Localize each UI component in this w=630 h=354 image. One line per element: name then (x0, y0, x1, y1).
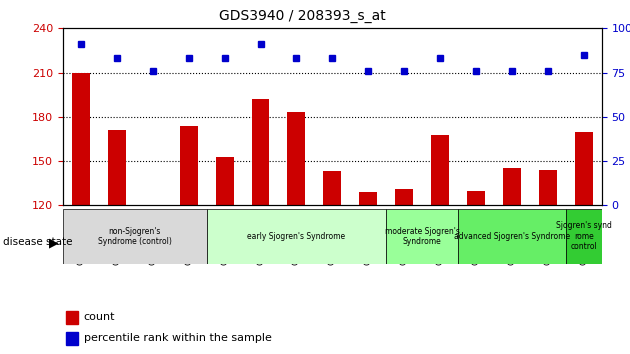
Bar (66, 311, 77, 324)
Bar (108, 130, 126, 205)
Bar (287, 113, 306, 205)
Bar (72, 73, 90, 205)
Text: ▶: ▶ (49, 236, 59, 249)
Bar (66, 332, 77, 345)
Bar (503, 169, 521, 205)
Bar (395, 189, 413, 205)
Bar (359, 192, 377, 205)
Text: Sjogren's synd
rome
control: Sjogren's synd rome control (556, 221, 612, 251)
Bar (180, 126, 198, 205)
Text: disease state: disease state (3, 238, 72, 247)
Bar (431, 135, 449, 205)
Bar (323, 171, 341, 205)
Text: non-Sjogren's
Syndrome (control): non-Sjogren's Syndrome (control) (98, 227, 172, 246)
Text: count: count (84, 312, 115, 322)
Bar (215, 156, 234, 205)
Text: moderate Sjogren's
Syndrome: moderate Sjogren's Syndrome (385, 227, 459, 246)
Bar (467, 190, 485, 205)
Bar (566, 209, 602, 264)
Bar (539, 170, 557, 205)
Bar (458, 209, 566, 264)
Bar (63, 209, 207, 264)
Text: early Sjogren's Syndrome: early Sjogren's Syndrome (248, 232, 345, 241)
Text: GDS3940 / 208393_s_at: GDS3940 / 208393_s_at (219, 9, 386, 23)
Bar (575, 132, 593, 205)
Bar (251, 99, 270, 205)
Text: advanced Sjogren's Syndrome: advanced Sjogren's Syndrome (454, 232, 570, 241)
Bar (207, 209, 386, 264)
Bar (386, 209, 458, 264)
Text: percentile rank within the sample: percentile rank within the sample (84, 333, 272, 343)
